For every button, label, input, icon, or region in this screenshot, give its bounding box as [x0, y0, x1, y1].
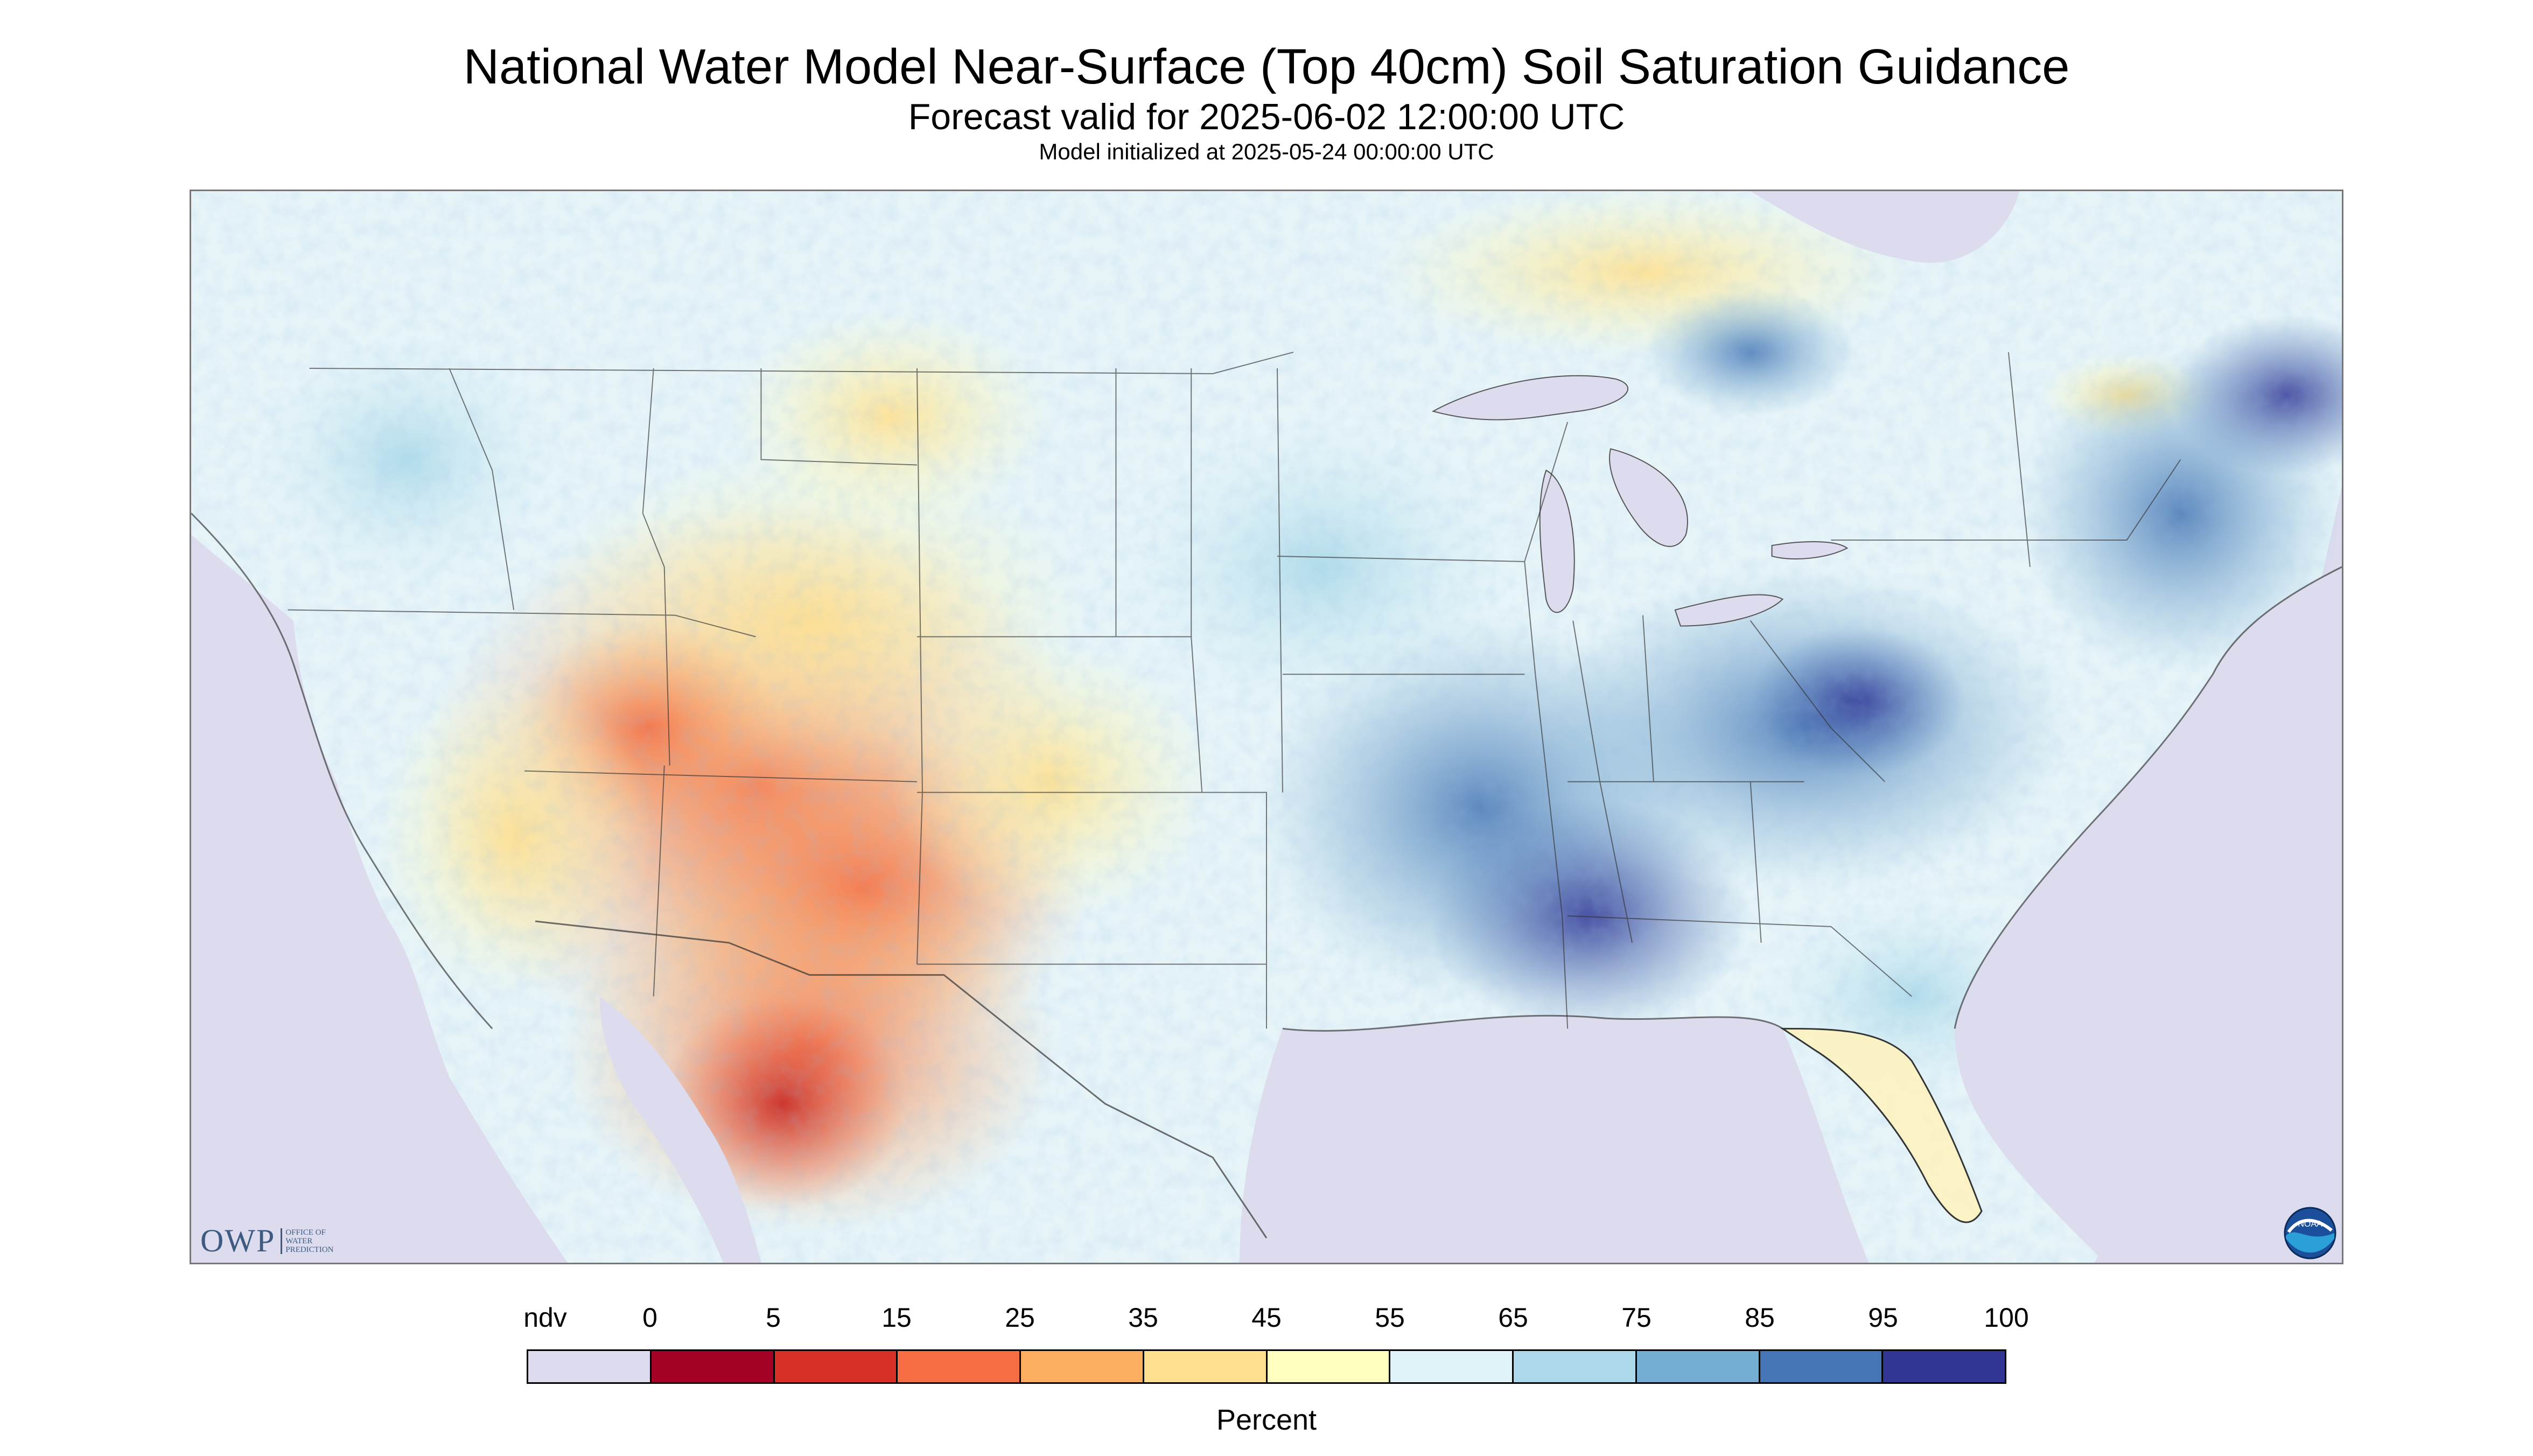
- colorbar-tick-label: 5: [766, 1303, 781, 1333]
- soil-saturation-map: [190, 190, 2343, 1264]
- florida-peninsula: [1780, 1027, 1983, 1223]
- owp-logo-text: OWP: [200, 1223, 276, 1258]
- us-mexico-border: [535, 920, 1268, 1238]
- gulf-of-california: [599, 996, 761, 1263]
- colorbar-tick-label: 95: [1868, 1303, 1898, 1333]
- model-init-line: Model initialized at 2025-05-24 00:00:00…: [1039, 139, 1494, 164]
- colorbar-label: Percent: [1216, 1404, 1317, 1436]
- noaa-logo-icon: NOAA: [2284, 1207, 2336, 1259]
- coastline-west: [191, 513, 493, 1030]
- lake-erie: [1674, 594, 1784, 627]
- colorbar-tick-label: 85: [1745, 1303, 1775, 1333]
- colorbar-tick-label: 35: [1128, 1303, 1158, 1333]
- lake-superior: [1431, 375, 1628, 421]
- colorbar: [527, 1349, 2006, 1384]
- colorbar-swatch: [651, 1351, 775, 1382]
- forecast-valid-subtitle: Forecast valid for 2025-06-02 12:00:00 U…: [908, 96, 1625, 137]
- colorbar-swatch: [898, 1351, 1021, 1382]
- colorbar-tick-label: 75: [1621, 1303, 1652, 1333]
- colorbar-tick-label: ndv: [523, 1303, 567, 1333]
- colorbar-swatch: [1760, 1351, 1884, 1382]
- colorbar-tick-label: 55: [1375, 1303, 1405, 1333]
- colorbar-swatch: [1267, 1351, 1391, 1382]
- colorbar-swatch: [1883, 1351, 2005, 1382]
- map-canvas: [191, 191, 2342, 1263]
- pacific-west: [191, 535, 568, 1263]
- gulf-of-mexico: [1240, 1016, 1869, 1263]
- lake-michigan: [1539, 470, 1575, 613]
- colorbar-swatch: [774, 1351, 898, 1382]
- colorbar-tick-label: 100: [1984, 1303, 2029, 1333]
- state-borders: [288, 352, 2181, 1029]
- lake-huron: [1609, 448, 1688, 547]
- lake-ontario: [1771, 541, 1849, 559]
- hudson-bay-fragment: [1750, 191, 2019, 263]
- colorbar-tick-label: 15: [881, 1303, 912, 1333]
- owp-logo-icon: OWP OFFICE OF WATER PREDICTION: [200, 1222, 334, 1259]
- colorbar-swatch: [1390, 1351, 1514, 1382]
- owp-logo-subtext: OFFICE OF WATER PREDICTION: [281, 1228, 334, 1254]
- map-title: National Water Model Near-Surface (Top 4…: [463, 39, 2070, 94]
- colorbar-swatch: [1514, 1351, 1637, 1382]
- colorbar-swatch: [1144, 1351, 1268, 1382]
- colorbar-tick-label: 65: [1498, 1303, 1528, 1333]
- atlantic-ocean: [1955, 566, 2342, 1263]
- colorbar-swatch: [528, 1351, 652, 1382]
- coastline-atlantic: [1954, 566, 2342, 1029]
- colorbar-tick-label: 45: [1251, 1303, 1282, 1333]
- colorbar-swatch: [1636, 1351, 1760, 1382]
- coastline-gulf: [1282, 1014, 1783, 1032]
- colorbar-tick-label: 0: [642, 1303, 657, 1333]
- svg-text:NOAA: NOAA: [2298, 1220, 2322, 1229]
- colorbar-tick-label: 25: [1005, 1303, 1035, 1333]
- colorbar-swatch: [1021, 1351, 1144, 1382]
